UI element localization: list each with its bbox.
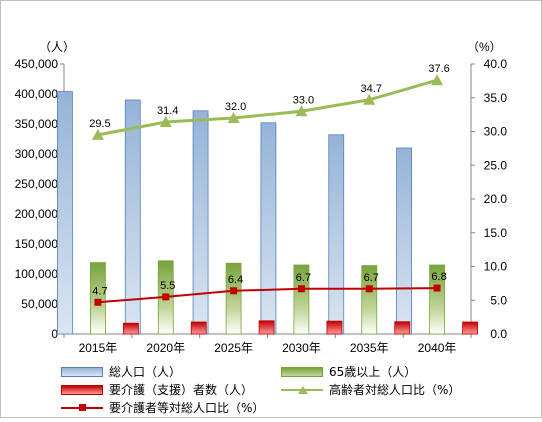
care-ratio-data-label: 6.7 [296, 272, 311, 284]
y-left-tick-label: 350,000 [15, 117, 59, 131]
legend-swatch-blue-bar [61, 366, 103, 377]
y-left-unit-label: （人） [39, 40, 75, 54]
y-left-tick-label: 250,000 [15, 177, 59, 191]
care-ratio-marker [94, 298, 102, 306]
elderly-ratio-marker [363, 93, 376, 105]
elderly-ratio-marker [159, 116, 172, 128]
legend-swatch-red-bar [61, 384, 103, 395]
bar-total-population [192, 110, 209, 335]
y-right-tick-label: 25.0 [484, 158, 508, 172]
legend-swatch-green-line [281, 384, 323, 396]
elderly-ratio-marker [91, 128, 104, 140]
line-elderly-ratio [97, 78, 438, 137]
y-right-tick-label: 30.0 [484, 125, 508, 139]
bar-care-recipients [123, 322, 139, 335]
care-ratio-marker [162, 293, 170, 301]
legend-label: 65歳以上（人） [329, 365, 417, 379]
y-left-tick-label: 50,000 [21, 297, 58, 311]
y-right-tick-label: 15.0 [484, 226, 508, 240]
y-left-tick-label: 200,000 [15, 207, 59, 221]
bar-total-population [260, 122, 277, 335]
legend-item-care-ratio: 要介護者等対総人口比（%） [61, 399, 264, 416]
elderly-ratio-data-label: 31.4 [157, 105, 178, 117]
bar-total-population [396, 147, 412, 335]
bar-care-recipients [326, 320, 343, 335]
y-left-tick-label: 100,000 [15, 267, 59, 281]
y-right-tick-label: 5.0 [490, 293, 507, 307]
elderly-ratio-data-label: 33.0 [293, 94, 314, 106]
legend-item-total-population: 総人口（人） [61, 363, 181, 380]
care-ratio-marker [365, 285, 373, 293]
y-right-tick-label: 40.0 [484, 57, 508, 71]
care-ratio-marker [230, 287, 238, 295]
care-ratio-data-label: 5.5 [160, 280, 175, 292]
y-left-tick-label: 300,000 [15, 147, 59, 161]
x-tick-label: 2020年 [146, 341, 185, 355]
bar-total-population [328, 134, 345, 335]
legend-item-age-65-plus: 65歳以上（人） [281, 363, 416, 380]
care-ratio-data-label: 6.4 [228, 274, 243, 286]
bar-care-recipients [190, 321, 207, 335]
x-tick-label: 2015年 [79, 341, 118, 355]
x-tick-label: 2025年 [214, 341, 253, 355]
line-care-ratio [97, 287, 438, 304]
elderly-ratio-data-label: 37.6 [428, 63, 449, 75]
care-ratio-data-label: 6.8 [431, 271, 446, 283]
legend-label: 要介護（支援）者数（人） [109, 383, 254, 397]
y-right-unit-label: （%） [467, 40, 502, 54]
elderly-ratio-data-label: 34.7 [361, 83, 382, 95]
bar-age-65-plus [90, 262, 106, 335]
elderly-ratio-marker [227, 112, 240, 123]
care-ratio-data-label: 6.7 [364, 272, 379, 284]
care-ratio-marker [297, 285, 305, 293]
bar-age-65-plus [361, 265, 378, 335]
legend-item-elderly-ratio: 高齢者対総人口比（%） [281, 381, 460, 398]
bar-age-65-plus [293, 264, 310, 335]
legend-swatch-green-bar [281, 366, 323, 377]
bar-age-65-plus [225, 262, 242, 335]
legend-label: 高齢者対総人口比（%） [329, 383, 461, 397]
bar-care-recipients [462, 321, 478, 335]
bar-age-65-plus [429, 264, 445, 335]
y-left-tick-label: 450,000 [15, 57, 59, 71]
y-left-tick-label: 400,000 [15, 87, 59, 101]
elderly-ratio-marker [431, 74, 444, 86]
y-right-tick-label: 20.0 [484, 192, 508, 206]
y-left-tick-label: 0 [51, 327, 58, 341]
legend-label: 総人口（人） [109, 365, 182, 379]
bar-care-recipients [258, 320, 275, 335]
bar-care-recipients [394, 321, 411, 335]
y-left-tick-label: 150,000 [15, 237, 59, 251]
y-right-tick-label: 35.0 [484, 91, 508, 105]
elderly-ratio-data-label: 29.5 [89, 118, 110, 130]
legend-label: 要介護者等対総人口比（%） [109, 401, 265, 415]
bar-total-population [57, 91, 73, 335]
x-tick-label: 2030年 [282, 341, 321, 355]
x-tick-label: 2040年 [418, 341, 457, 355]
y-right-tick-label: 10.0 [484, 260, 508, 274]
legend-swatch-red-line [61, 402, 103, 414]
care-ratio-marker [433, 284, 441, 292]
x-tick-label: 2035年 [350, 341, 389, 355]
legend-item-care-recipients: 要介護（支援）者数（人） [61, 381, 253, 398]
y-right-tick-label: 0.0 [490, 327, 507, 341]
care-ratio-data-label: 4.7 [92, 285, 107, 297]
elderly-ratio-marker [295, 105, 308, 117]
elderly-ratio-data-label: 32.0 [225, 101, 246, 113]
